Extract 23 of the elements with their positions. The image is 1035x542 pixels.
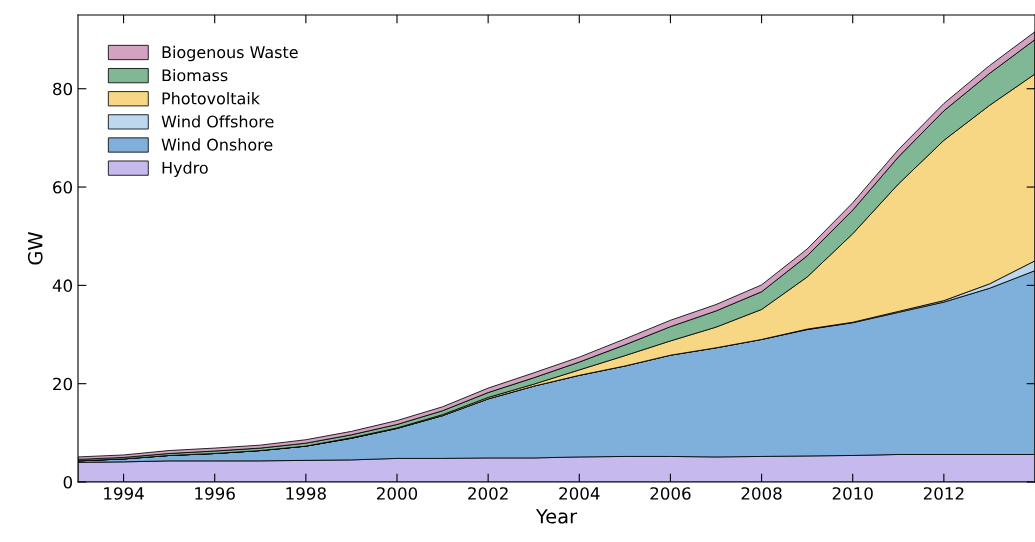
x-tick-label: 2012 <box>923 487 964 500</box>
x-tick-label: 1998 <box>286 487 326 500</box>
legend-label: Hydro <box>162 161 208 177</box>
x-axis-title: Year <box>535 509 578 524</box>
x-tick-label: 2006 <box>650 487 691 500</box>
x-tick-label: 2002 <box>468 487 508 500</box>
x-tick-label: 2004 <box>559 487 600 500</box>
legend-label: Photovoltaik <box>162 92 260 105</box>
x-tick-label: 2008 <box>741 487 782 500</box>
x-tick-label: 1994 <box>104 487 144 500</box>
y-tick-label: 0 <box>63 475 73 489</box>
y-tick-label: 80 <box>53 82 73 96</box>
x-tick-label: 2010 <box>832 487 873 500</box>
y-axis-title: GW <box>27 231 43 265</box>
x-tick-label: 2000 <box>377 487 418 500</box>
y-tick-label: 60 <box>53 181 73 194</box>
y-tick-label: 40 <box>52 279 73 292</box>
x-tick-label: 1996 <box>195 487 235 500</box>
legend-label: Wind Offshore <box>161 115 274 128</box>
legend-label: Biomass <box>162 68 228 82</box>
legend-label: Wind Onshore <box>161 138 273 151</box>
y-tick-label: 20 <box>53 377 73 391</box>
legend-label: Biogenous Waste <box>162 45 298 62</box>
